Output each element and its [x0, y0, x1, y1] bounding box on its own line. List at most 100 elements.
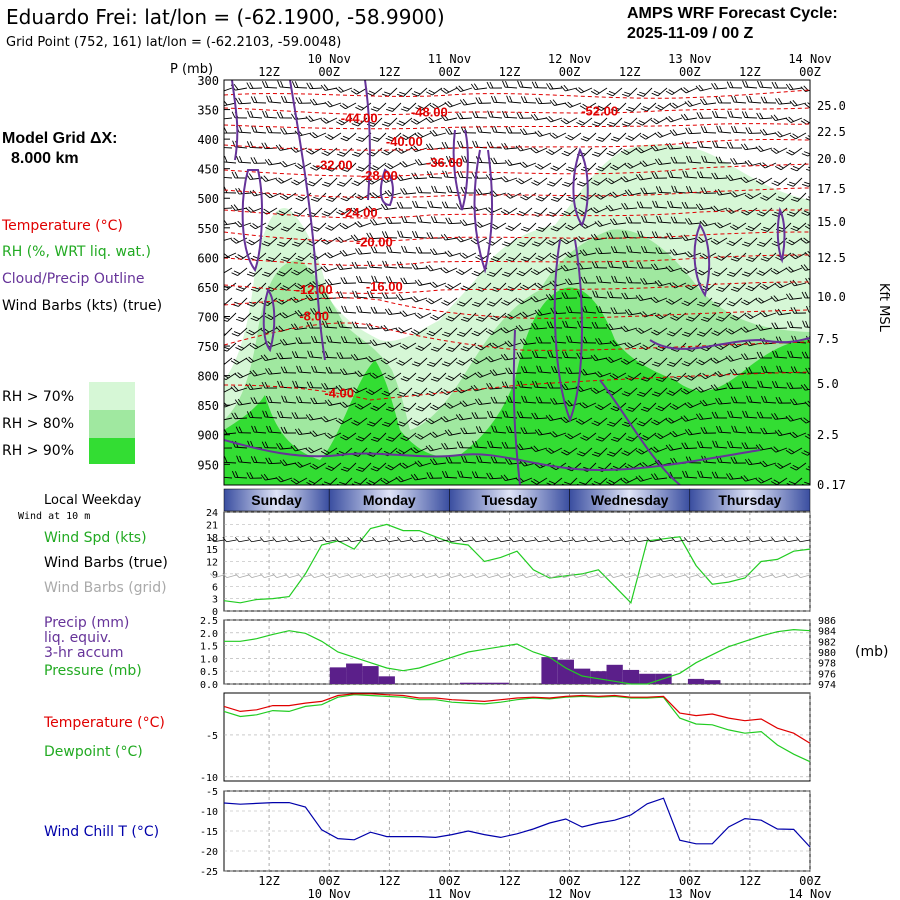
wind-barb — [609, 372, 627, 380]
barb-flag — [338, 418, 345, 423]
barb-flag — [598, 466, 605, 470]
barb-flag — [686, 155, 690, 163]
wind-barb — [445, 372, 462, 381]
barb-flag — [759, 112, 764, 119]
barb-flag — [410, 120, 418, 125]
barb-flag — [384, 308, 390, 315]
barb-flag — [309, 133, 316, 139]
wind-barb — [261, 381, 278, 389]
wind-barb — [384, 162, 402, 170]
barb-flag — [428, 330, 436, 335]
barb-flag — [732, 256, 740, 260]
barb-flag — [324, 279, 330, 286]
barb-flag — [699, 441, 704, 448]
barb-shaft — [735, 222, 747, 231]
barb-flag — [658, 537, 664, 542]
barb-flag — [523, 427, 528, 434]
barb-flag — [388, 406, 395, 410]
barb-shaft — [329, 282, 342, 286]
barb-flag — [759, 163, 766, 169]
barb-flag — [341, 305, 345, 313]
barb-flag — [746, 537, 751, 542]
barb-flag — [790, 350, 794, 358]
barb-shaft — [446, 87, 458, 94]
barb-flag — [472, 303, 479, 307]
barb-shaft — [370, 207, 383, 212]
barb-flag — [486, 81, 491, 89]
pressure-tick: 976 — [818, 669, 836, 680]
barb-flag — [774, 430, 780, 436]
barb-shaft — [598, 252, 612, 255]
precip-bar — [460, 682, 477, 684]
barb-shaft — [265, 357, 278, 361]
barb-flag — [640, 187, 645, 194]
barb-flag — [251, 125, 255, 133]
barb-flag — [732, 191, 738, 197]
barb-flag — [683, 415, 689, 421]
barb-flag — [398, 421, 406, 425]
barb-flag — [670, 458, 675, 465]
barb-flag — [353, 353, 359, 360]
wind-barb — [566, 335, 582, 344]
barb-flag — [808, 277, 810, 284]
barb-flag — [687, 251, 693, 257]
barb-shaft — [254, 372, 267, 377]
barb-shaft — [553, 371, 567, 374]
barb-shaft — [525, 574, 536, 578]
wind-barb — [756, 411, 773, 419]
barb-flag — [758, 178, 765, 184]
barb-flag — [715, 318, 723, 322]
barb-shaft — [800, 574, 811, 578]
wind-barb — [501, 297, 518, 306]
barb-flag — [272, 537, 277, 542]
wind-barb — [534, 162, 552, 170]
barb-shaft — [239, 372, 252, 379]
barb-flag — [593, 354, 599, 361]
barb-flag — [280, 380, 284, 388]
barb-flag — [338, 119, 345, 124]
wind-barb — [671, 185, 687, 194]
wind-barb — [665, 417, 683, 424]
barb-shaft — [224, 402, 237, 408]
wind-barb — [266, 95, 282, 104]
barb-flag — [745, 573, 751, 578]
barb-flag — [623, 121, 631, 125]
wind-barb — [605, 204, 623, 212]
barb-flag — [755, 298, 762, 304]
barb-flag — [309, 537, 315, 542]
wind-barb — [224, 447, 233, 449]
barb-flag — [327, 100, 333, 107]
barb-shaft — [253, 462, 267, 464]
barb-flag — [355, 275, 360, 283]
grid-wind-barb — [234, 573, 250, 578]
wind-barb — [517, 237, 533, 247]
wind-barb — [382, 417, 398, 427]
wind-barb — [310, 397, 327, 405]
wind-barb — [531, 412, 548, 420]
true-wind-barb — [359, 537, 374, 543]
barb-flag — [702, 98, 708, 105]
wind-barb — [636, 387, 653, 397]
barb-flag — [368, 355, 374, 362]
wind-barb — [520, 222, 537, 232]
barb-shaft — [447, 357, 458, 367]
barb-shaft — [489, 416, 503, 419]
barb-flag — [747, 159, 753, 166]
wind-barb — [530, 445, 548, 452]
barb-flag — [433, 157, 438, 164]
barb-shaft — [790, 117, 803, 123]
barb-shaft — [588, 574, 599, 578]
barb-flag — [560, 417, 567, 423]
barb-flag — [479, 455, 483, 463]
barb-flag — [807, 466, 810, 470]
barb-shaft — [340, 237, 353, 243]
barb-flag — [534, 463, 541, 469]
barb-flag — [519, 112, 524, 119]
wind-barb — [669, 402, 687, 410]
barb-flag — [323, 415, 329, 422]
true-wind-barb — [658, 537, 673, 543]
barb-flag — [216, 415, 220, 421]
barb-flag — [680, 416, 686, 422]
barb-shaft — [704, 102, 717, 105]
barb-shaft — [283, 237, 293, 247]
